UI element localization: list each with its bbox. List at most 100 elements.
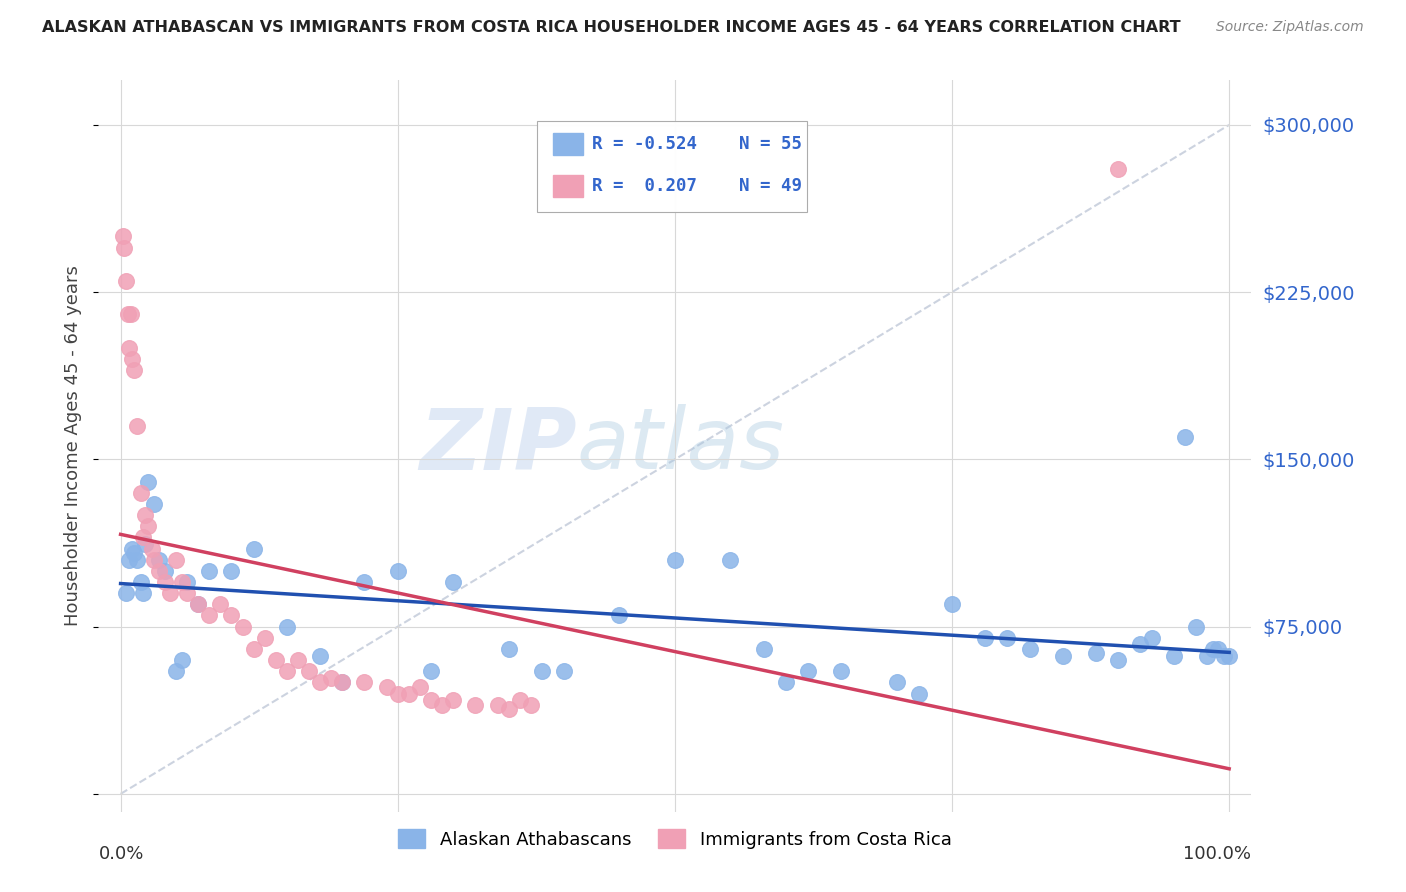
- Point: [231, 619, 254, 633]
- Point: [187, 598, 209, 612]
- Text: 0.0%: 0.0%: [98, 845, 143, 863]
- Point: [353, 675, 375, 690]
- Text: R = -0.524    N = 55: R = -0.524 N = 55: [592, 135, 801, 153]
- Point: [129, 574, 152, 589]
- Point: [287, 653, 309, 667]
- Point: [441, 574, 464, 589]
- Point: [115, 274, 138, 288]
- Point: [148, 564, 170, 578]
- Point: [129, 485, 152, 500]
- Point: [127, 552, 149, 567]
- Point: [609, 608, 631, 623]
- Point: [309, 675, 332, 690]
- Point: [486, 698, 509, 712]
- Point: [1218, 648, 1240, 663]
- Point: [176, 574, 198, 589]
- Point: [775, 675, 797, 690]
- Point: [321, 671, 343, 685]
- Point: [118, 552, 141, 567]
- Point: [498, 642, 520, 657]
- Text: ZIP: ZIP: [419, 404, 576, 488]
- Point: [498, 702, 520, 716]
- Point: [1052, 648, 1074, 663]
- Point: [1085, 646, 1108, 660]
- Point: [134, 508, 156, 523]
- Point: [165, 552, 187, 567]
- Point: [718, 552, 741, 567]
- Point: [198, 608, 221, 623]
- Bar: [553, 133, 582, 155]
- Point: [221, 608, 243, 623]
- Point: [176, 586, 198, 600]
- Point: [664, 552, 686, 567]
- Point: [530, 664, 553, 679]
- Point: [118, 341, 141, 355]
- Point: [276, 664, 298, 679]
- Y-axis label: Householder Income Ages 45 - 64 years: Householder Income Ages 45 - 64 years: [65, 266, 83, 626]
- FancyBboxPatch shape: [537, 120, 807, 212]
- Text: 100.0%: 100.0%: [1184, 845, 1251, 863]
- Point: [886, 675, 908, 690]
- Point: [276, 619, 298, 633]
- Point: [330, 675, 353, 690]
- Point: [187, 598, 209, 612]
- Point: [1206, 642, 1229, 657]
- Point: [1174, 430, 1197, 444]
- Point: [520, 698, 543, 712]
- Point: [752, 642, 775, 657]
- Point: [142, 497, 165, 511]
- Point: [409, 680, 432, 694]
- Point: [148, 552, 170, 567]
- Point: [1163, 648, 1185, 663]
- Point: [111, 229, 134, 244]
- Point: [253, 631, 276, 645]
- Point: [941, 598, 963, 612]
- Point: [142, 552, 165, 567]
- Point: [209, 598, 232, 612]
- Point: [132, 530, 155, 544]
- Point: [1107, 653, 1129, 667]
- Point: [121, 541, 143, 556]
- Legend: Alaskan Athabascans, Immigrants from Costa Rica: Alaskan Athabascans, Immigrants from Cos…: [389, 820, 960, 857]
- Point: [420, 664, 443, 679]
- Point: [298, 664, 321, 679]
- Point: [1185, 619, 1208, 633]
- Point: [122, 363, 145, 377]
- Point: [1212, 648, 1234, 663]
- Point: [1195, 648, 1218, 663]
- Point: [141, 541, 163, 556]
- Point: [115, 586, 138, 600]
- Point: [430, 698, 453, 712]
- Point: [121, 351, 143, 366]
- Point: [134, 537, 156, 551]
- Point: [120, 307, 142, 321]
- Point: [997, 631, 1019, 645]
- Point: [830, 664, 852, 679]
- Point: [353, 574, 375, 589]
- Point: [112, 240, 135, 255]
- Point: [136, 475, 159, 489]
- Point: [221, 564, 243, 578]
- Point: [170, 574, 193, 589]
- Text: atlas: atlas: [576, 404, 785, 488]
- Point: [170, 653, 193, 667]
- Point: [797, 664, 820, 679]
- Point: [441, 693, 464, 707]
- Text: R =  0.207    N = 49: R = 0.207 N = 49: [592, 178, 801, 195]
- Point: [153, 574, 176, 589]
- Point: [122, 546, 145, 560]
- Point: [117, 307, 139, 321]
- Text: Source: ZipAtlas.com: Source: ZipAtlas.com: [1216, 20, 1364, 34]
- Point: [132, 586, 155, 600]
- Point: [553, 664, 575, 679]
- Point: [974, 631, 997, 645]
- Point: [242, 642, 264, 657]
- Point: [375, 680, 398, 694]
- Point: [127, 418, 149, 433]
- Bar: [553, 176, 582, 197]
- Point: [1201, 642, 1223, 657]
- Point: [387, 687, 409, 701]
- Point: [242, 541, 264, 556]
- Point: [309, 648, 332, 663]
- Point: [387, 564, 409, 578]
